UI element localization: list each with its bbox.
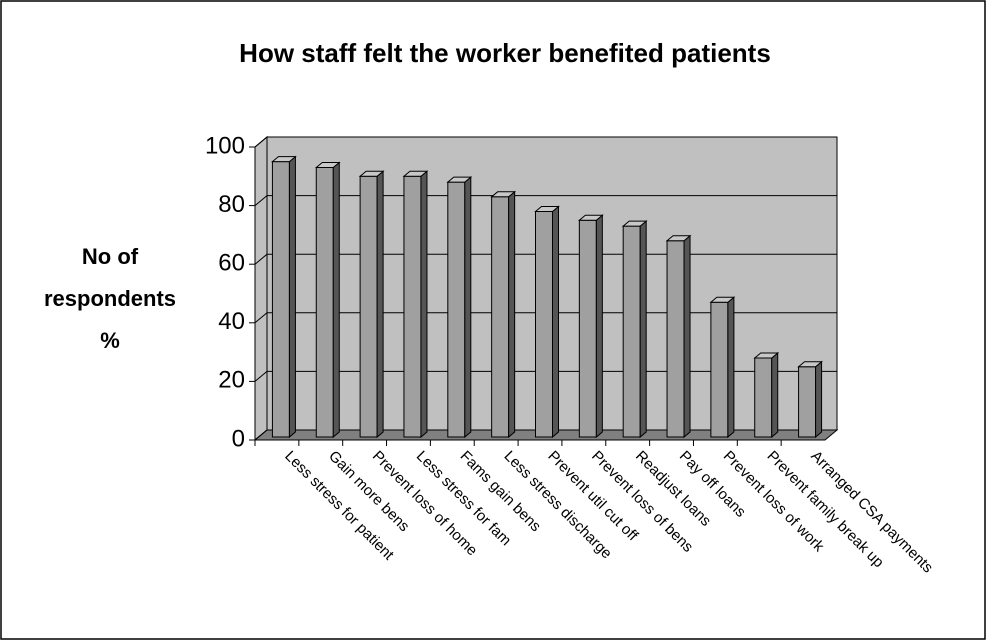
bar-top — [797, 361, 823, 368]
bar-side — [464, 176, 472, 439]
bar-side — [639, 220, 647, 439]
bar-side — [376, 170, 384, 439]
bar-top — [402, 170, 429, 177]
bar — [666, 240, 685, 438]
y-axis-label: respondents — [44, 286, 176, 311]
y-tick-label: 80 — [218, 191, 245, 218]
grid-line — [254, 195, 837, 206]
grid-line — [254, 312, 837, 324]
bar-top — [358, 170, 385, 177]
side-wall — [254, 135, 268, 442]
bar-top — [534, 205, 560, 212]
grid-line — [254, 253, 837, 265]
y-tick-label: 20 — [218, 367, 245, 394]
bar — [271, 161, 290, 438]
bar-top — [490, 191, 517, 198]
bar — [359, 175, 378, 438]
bar-side — [420, 170, 428, 439]
bar-top — [709, 296, 736, 303]
grid-line — [254, 429, 837, 441]
bar — [447, 181, 466, 438]
bar-side — [552, 205, 559, 439]
bar-top — [577, 214, 604, 221]
y-axis-label: No of — [82, 244, 139, 269]
y-tick-label: 100 — [205, 132, 245, 159]
bar-side — [332, 161, 340, 439]
bar-side — [683, 234, 691, 439]
grid-line — [254, 136, 837, 148]
bar — [403, 175, 422, 438]
chart-title: How staff felt the worker benefited pati… — [239, 38, 771, 68]
grid-line — [254, 370, 837, 382]
bar-top — [446, 176, 473, 183]
bar — [710, 301, 729, 438]
y-tick-label: 60 — [218, 250, 245, 277]
bar-side — [508, 190, 516, 439]
bar-top — [271, 156, 297, 163]
bar-side — [727, 296, 735, 439]
bar-side — [771, 351, 779, 439]
bar-top — [314, 162, 341, 169]
bar — [315, 167, 334, 438]
bar-top — [753, 352, 780, 359]
bar-top — [665, 235, 692, 242]
y-tick-label: 0 — [232, 425, 245, 452]
bar — [535, 210, 553, 438]
bar — [491, 196, 510, 438]
bar — [622, 225, 641, 438]
bar-top — [621, 220, 648, 227]
bar — [578, 219, 597, 438]
bar-side — [815, 360, 823, 439]
bar-side — [595, 214, 603, 439]
y-axis-label: % — [100, 328, 120, 353]
bar — [798, 366, 817, 438]
bar-side — [288, 155, 296, 439]
y-tick-label: 40 — [218, 308, 245, 335]
bar — [754, 357, 773, 438]
